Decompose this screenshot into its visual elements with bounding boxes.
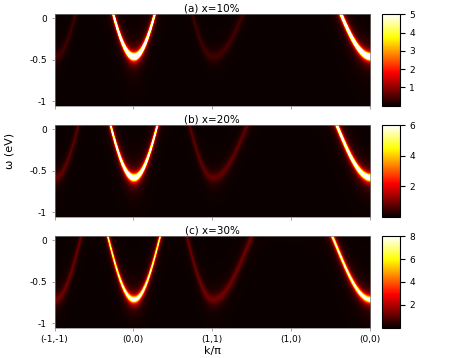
Text: k/π: k/π	[204, 347, 220, 357]
Title: (b) x=20%: (b) x=20%	[184, 115, 240, 125]
Title: (a) x=10%: (a) x=10%	[184, 4, 240, 14]
Text: ω (eV): ω (eV)	[5, 133, 15, 169]
Title: (c) x=30%: (c) x=30%	[185, 226, 239, 236]
